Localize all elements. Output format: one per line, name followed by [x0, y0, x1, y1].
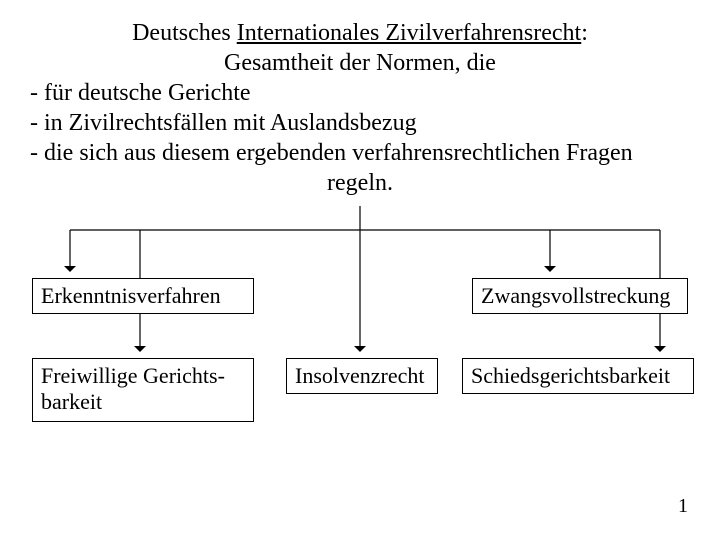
box-zwangsvollstreckung: Zwangsvollstreckung [472, 278, 688, 314]
title-suffix: : [581, 20, 588, 46]
box-insolvenzrecht: Insolvenzrecht [286, 358, 438, 394]
title-line-1: Deutsches Internationales Zivilverfahren… [30, 18, 690, 48]
title-underlined: Internationales Zivilverfahrensrecht [237, 20, 582, 46]
title-bullet-3: - die sich aus diesem ergebenden verfahr… [30, 138, 690, 168]
title-line-2: Gesamtheit der Normen, die [30, 48, 690, 78]
title-block: Deutsches Internationales Zivilverfahren… [30, 18, 690, 198]
box-label: Zwangsvollstreckung [481, 283, 670, 309]
title-prefix: Deutsches [132, 20, 237, 46]
box-label: Schiedsgerichtsbarkeit [471, 363, 670, 389]
title-bullet-1: - für deutsche Gerichte [30, 78, 690, 108]
title-bullet-2: - in Zivilrechtsfällen mit Auslandsbezug [30, 108, 690, 138]
box-label: Erkenntnisverfahren [41, 283, 221, 309]
box-erkenntnisverfahren: Erkenntnisverfahren [32, 278, 254, 314]
box-label: Insolvenzrecht [295, 363, 425, 389]
page-number: 1 [678, 495, 688, 518]
title-line-6: regeln. [30, 168, 690, 198]
box-freiwillige-gerichtsbarkeit: Freiwillige Gerichts- barkeit [32, 358, 254, 422]
page: Deutsches Internationales Zivilverfahren… [0, 0, 720, 540]
box-schiedsgerichtsbarkeit: Schiedsgerichtsbarkeit [462, 358, 694, 394]
box-label: Freiwillige Gerichts- barkeit [41, 363, 225, 416]
